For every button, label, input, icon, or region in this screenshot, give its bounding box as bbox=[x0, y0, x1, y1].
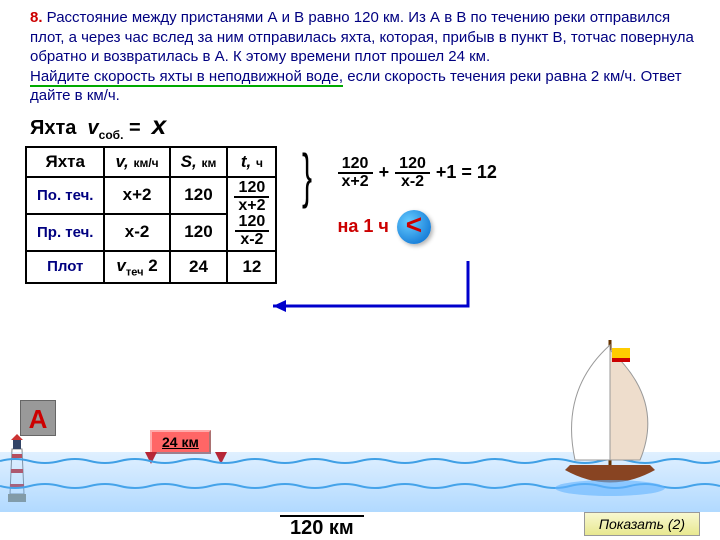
plus-sign: + bbox=[379, 162, 390, 183]
data-table: Яхта v, км/ч S, км t, ч По. теч. x+2 120… bbox=[25, 146, 277, 284]
problem-question: Найдите скорость яхты в неподвижной воде… bbox=[30, 68, 343, 87]
th-yacht: Яхта bbox=[26, 147, 104, 177]
table-row: Плот vтеч 2 24 12 bbox=[26, 251, 276, 283]
row-label: По. теч. bbox=[26, 177, 104, 214]
na-1-ch: на 1 ч bbox=[338, 216, 389, 237]
row-label: Пр. теч. bbox=[26, 214, 104, 251]
eq-sign: = bbox=[129, 117, 141, 139]
less-than-badge: < bbox=[397, 210, 431, 244]
table-row: По. теч. x+2 120 120x+2 120x-2 bbox=[26, 177, 276, 214]
equation-tail: +1 = 12 bbox=[436, 162, 497, 183]
cell-s: 120 bbox=[170, 177, 228, 214]
km24-marker: 24 км bbox=[150, 430, 211, 454]
cell-v: x+2 bbox=[104, 177, 169, 214]
equation-main: 120x+2 + 120x-2 +1 = 12 bbox=[338, 156, 497, 190]
sailboat-icon bbox=[540, 330, 680, 500]
cell-v-raft: vтеч 2 bbox=[104, 251, 169, 283]
arrow-back-icon bbox=[258, 256, 488, 326]
cell-s: 24 bbox=[170, 251, 228, 283]
problem-statement: 8. Расстояние между пристанями А и В рав… bbox=[0, 0, 720, 110]
row-label: Плот bbox=[26, 251, 104, 283]
show-button[interactable]: Показать (2) bbox=[584, 512, 700, 536]
var-v: v bbox=[88, 117, 99, 139]
equation-note: на 1 ч < bbox=[338, 210, 497, 244]
cell-s: 120 bbox=[170, 214, 228, 251]
yacht-label: Яхта bbox=[30, 117, 76, 139]
cell-t-frac: 120x+2 120x-2 bbox=[227, 177, 276, 251]
equation-area: 120x+2 + 120x-2 +1 = 12 на 1 ч < bbox=[338, 146, 497, 284]
var-x: x bbox=[152, 110, 166, 140]
var-sub: соб. bbox=[99, 128, 124, 142]
th-s: S, км bbox=[170, 147, 228, 177]
th-v: v, км/ч bbox=[104, 147, 169, 177]
th-t: t, ч bbox=[227, 147, 276, 177]
point-a-marker: А bbox=[20, 400, 56, 436]
cell-v: x-2 bbox=[104, 214, 169, 251]
problem-number: 8. bbox=[30, 9, 43, 26]
yacht-variable-def: Яхта vсоб. = x bbox=[0, 110, 720, 142]
km120-label: 120 км bbox=[280, 515, 364, 540]
problem-text-1: Расстояние между пристанями А и В равно … bbox=[30, 9, 694, 65]
